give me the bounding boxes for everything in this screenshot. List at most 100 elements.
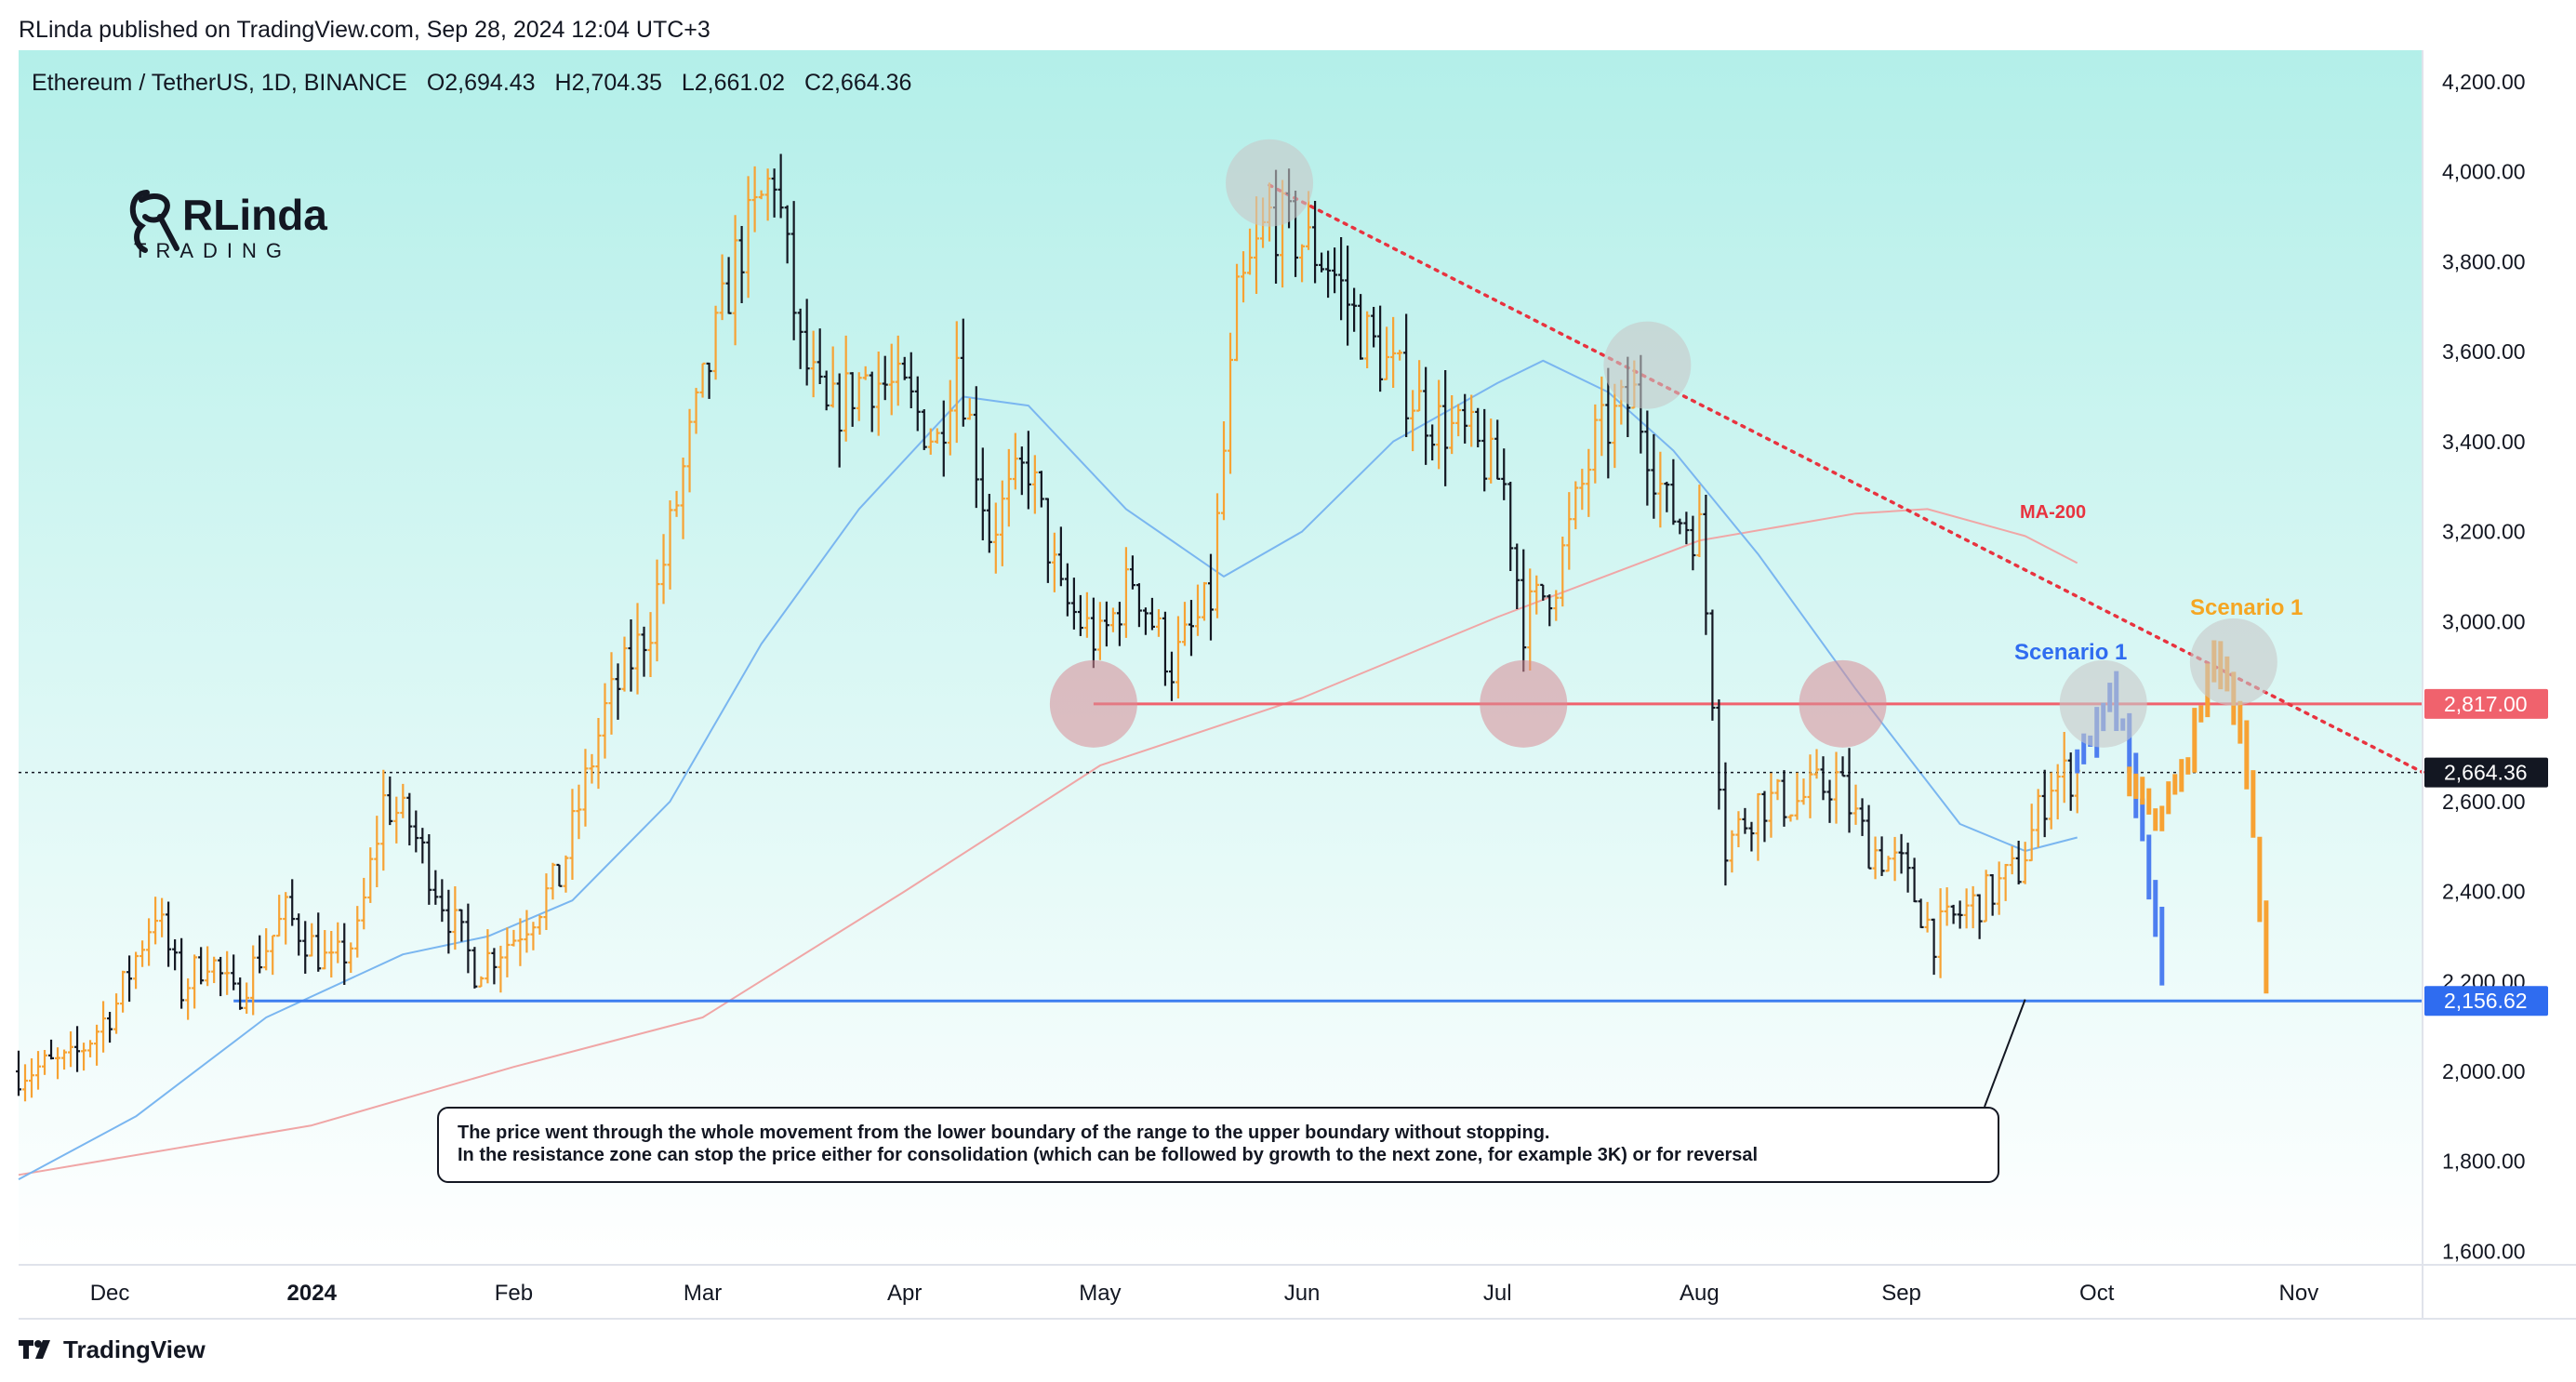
ohlc-bar	[322, 930, 328, 970]
ohlc-bar	[1025, 431, 1031, 510]
ohlc-bar	[680, 457, 686, 539]
ohlc-open: O2,694.43	[426, 70, 536, 96]
ohlc-bar	[2048, 772, 2054, 830]
ohlc-bar	[1924, 901, 1931, 933]
ohlc-bar	[1241, 251, 1247, 303]
ohlc-bar	[42, 1049, 48, 1075]
ohlc-bar	[764, 168, 771, 221]
ohlc-bar	[1390, 316, 1397, 388]
ohlc-bar	[1781, 770, 1787, 827]
ohlc-bar	[1644, 410, 1651, 506]
tradingview-logo[interactable]: TradingView	[19, 1334, 206, 1365]
logo-text-top: RLinda	[182, 191, 327, 239]
ohlc-bar	[1560, 537, 1566, 607]
ohlc-bar	[179, 937, 185, 1009]
ohlc-bar	[283, 892, 289, 945]
ohlc-bar	[153, 897, 159, 945]
ohlc-bar	[159, 897, 166, 937]
ohlc-bar	[192, 954, 198, 1009]
ohlc-bar	[393, 796, 400, 844]
plot-background	[19, 50, 2423, 1265]
ohlc-bar	[1096, 602, 1103, 660]
ohlc-low: L2,661.02	[681, 70, 786, 96]
ohlc-bar	[784, 205, 790, 264]
ohlc-bar	[81, 1043, 87, 1071]
time-tick-label: 2024	[287, 1281, 338, 1306]
ohlc-bar	[1384, 326, 1390, 380]
ohlc-bar	[654, 559, 660, 662]
ohlc-bar	[732, 215, 738, 346]
ohlc-bar	[439, 879, 445, 923]
time-tick-label: Mar	[684, 1281, 722, 1306]
ohlc-bar	[647, 612, 654, 677]
ohlc-bar	[960, 318, 966, 427]
ohlc-bar	[1481, 408, 1488, 492]
ohlc-bar	[1729, 830, 1735, 873]
ohlc-bar	[1109, 607, 1116, 632]
symbol-name[interactable]: Ethereum / TetherUS, 1D, BINANCE	[32, 70, 407, 96]
ohlc-bar	[237, 977, 244, 1010]
ohlc-bar	[1168, 651, 1175, 701]
ohlc-bar	[328, 930, 335, 978]
ohlc-bar	[836, 373, 843, 468]
ohlc-bar	[1397, 350, 1403, 361]
ohlc-bar	[1670, 458, 1677, 525]
ohlc-bar	[1442, 370, 1449, 486]
highlight-circle	[1480, 659, 1568, 748]
ohlc-bar	[1364, 311, 1371, 369]
ohlc-bar	[1735, 811, 1742, 848]
price-tag: 2,156.62	[2424, 986, 2548, 1017]
price-tick-label: 2,000.00	[2442, 1059, 2526, 1083]
ohlc-bar	[61, 1049, 68, 1070]
ohlc-bar	[1722, 762, 1729, 886]
ohlc-bar	[1044, 498, 1051, 583]
ohlc-bar	[185, 978, 192, 1020]
ohlc-bar	[1989, 874, 1996, 916]
ohlc-bar	[856, 372, 862, 421]
ohlc-bar	[817, 328, 823, 385]
ohlc-bar	[719, 254, 725, 321]
ohlc-bar	[1944, 887, 1950, 926]
ohlc-bar	[1573, 481, 1579, 530]
ohlc-bar	[120, 970, 126, 1013]
ohlc-bar	[1462, 393, 1468, 444]
ohlc-bar	[862, 365, 869, 380]
ohlc-bar	[211, 956, 218, 984]
ohlc-bar	[1077, 594, 1083, 636]
ohlc-bar	[498, 945, 504, 993]
ohlc-bar	[1813, 749, 1820, 779]
ohlc-bar	[797, 308, 803, 369]
ohlc-bar	[1846, 748, 1852, 833]
ohlc-bar	[1155, 609, 1162, 637]
ohlc-bar	[55, 1047, 61, 1080]
ohlc-bar	[1839, 756, 1846, 777]
ohlc-bar	[133, 951, 139, 990]
ohlc-bar	[1410, 390, 1416, 452]
ohlc-bar	[380, 769, 387, 871]
ohlc-bar	[1332, 247, 1338, 294]
ohlc-bar	[1377, 305, 1384, 392]
ma-fast-line	[18, 359, 2078, 1180]
ohlc-bar	[341, 923, 348, 986]
ohlc-bar	[1012, 432, 1018, 490]
ohlc-bar	[986, 494, 992, 553]
ohlc-bar	[843, 335, 849, 442]
ohlc-bar	[1234, 263, 1241, 362]
ohlc-bar	[1911, 857, 1918, 903]
ohlc-bar	[22, 1064, 29, 1102]
highlight-circle	[1603, 321, 1692, 409]
ohlc-bar	[1142, 607, 1149, 635]
ohlc-bar	[1468, 394, 1475, 447]
logo-text-bottom: TRADING	[134, 239, 291, 262]
ohlc-bar	[660, 534, 667, 605]
ohlc-bar	[1449, 394, 1455, 455]
time-tick-label: May	[1079, 1281, 1121, 1306]
highlight-circle	[1799, 659, 1887, 748]
ohlc-bar	[810, 330, 817, 398]
ohlc-bar	[1599, 376, 1605, 457]
ohlc-bar	[667, 499, 673, 590]
ohlc-bar	[921, 409, 927, 450]
ohlc-bar	[374, 816, 380, 888]
ohlc-bar	[615, 663, 621, 720]
